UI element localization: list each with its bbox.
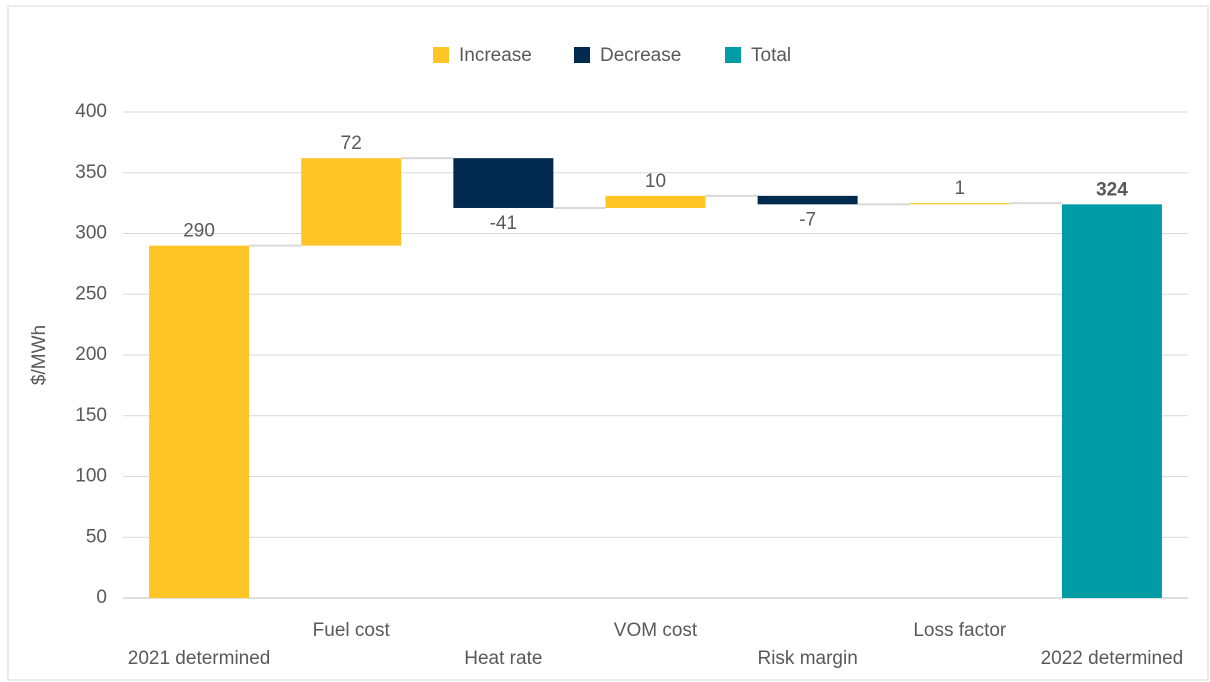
data-label: 1 bbox=[954, 178, 965, 199]
y-tick-label: 50 bbox=[86, 526, 107, 547]
x-tick-label: 2021 determined bbox=[128, 648, 271, 669]
bar bbox=[301, 158, 402, 246]
data-label: 72 bbox=[341, 133, 362, 154]
data-label: -41 bbox=[490, 213, 517, 234]
data-label: 290 bbox=[183, 221, 215, 242]
y-tick-label: 0 bbox=[96, 587, 107, 608]
y-tick-label: 250 bbox=[75, 283, 107, 304]
x-tick-label: Loss factor bbox=[913, 620, 1007, 641]
data-label: 10 bbox=[645, 171, 666, 192]
legend-label: Total bbox=[751, 45, 791, 66]
legend-label: Decrease bbox=[600, 45, 681, 66]
legend-swatch bbox=[433, 47, 449, 63]
y-tick-label: 350 bbox=[75, 162, 107, 183]
bar bbox=[149, 245, 250, 598]
bar bbox=[1061, 204, 1162, 598]
x-tick-label: Heat rate bbox=[464, 648, 542, 669]
data-label: -7 bbox=[799, 209, 816, 230]
y-tick-label: 200 bbox=[75, 344, 107, 365]
y-tick-label: 150 bbox=[75, 405, 107, 426]
data-label: 324 bbox=[1096, 179, 1128, 200]
y-tick-label: 400 bbox=[75, 101, 107, 122]
bar bbox=[757, 195, 858, 205]
bar bbox=[453, 158, 554, 208]
legend-swatch bbox=[574, 47, 590, 63]
x-tick-label: VOM cost bbox=[614, 620, 698, 641]
y-tick-label: 100 bbox=[75, 466, 107, 487]
legend-label: Increase bbox=[459, 45, 532, 66]
y-axis-label: $/MWh bbox=[29, 325, 50, 385]
bar bbox=[605, 195, 706, 208]
legend-swatch bbox=[725, 47, 741, 63]
y-tick-label: 300 bbox=[75, 223, 107, 244]
x-tick-label: Fuel cost bbox=[313, 620, 391, 641]
x-tick-label: 2022 determined bbox=[1041, 648, 1184, 669]
x-tick-label: Risk margin bbox=[757, 648, 857, 669]
bar bbox=[909, 203, 1010, 205]
